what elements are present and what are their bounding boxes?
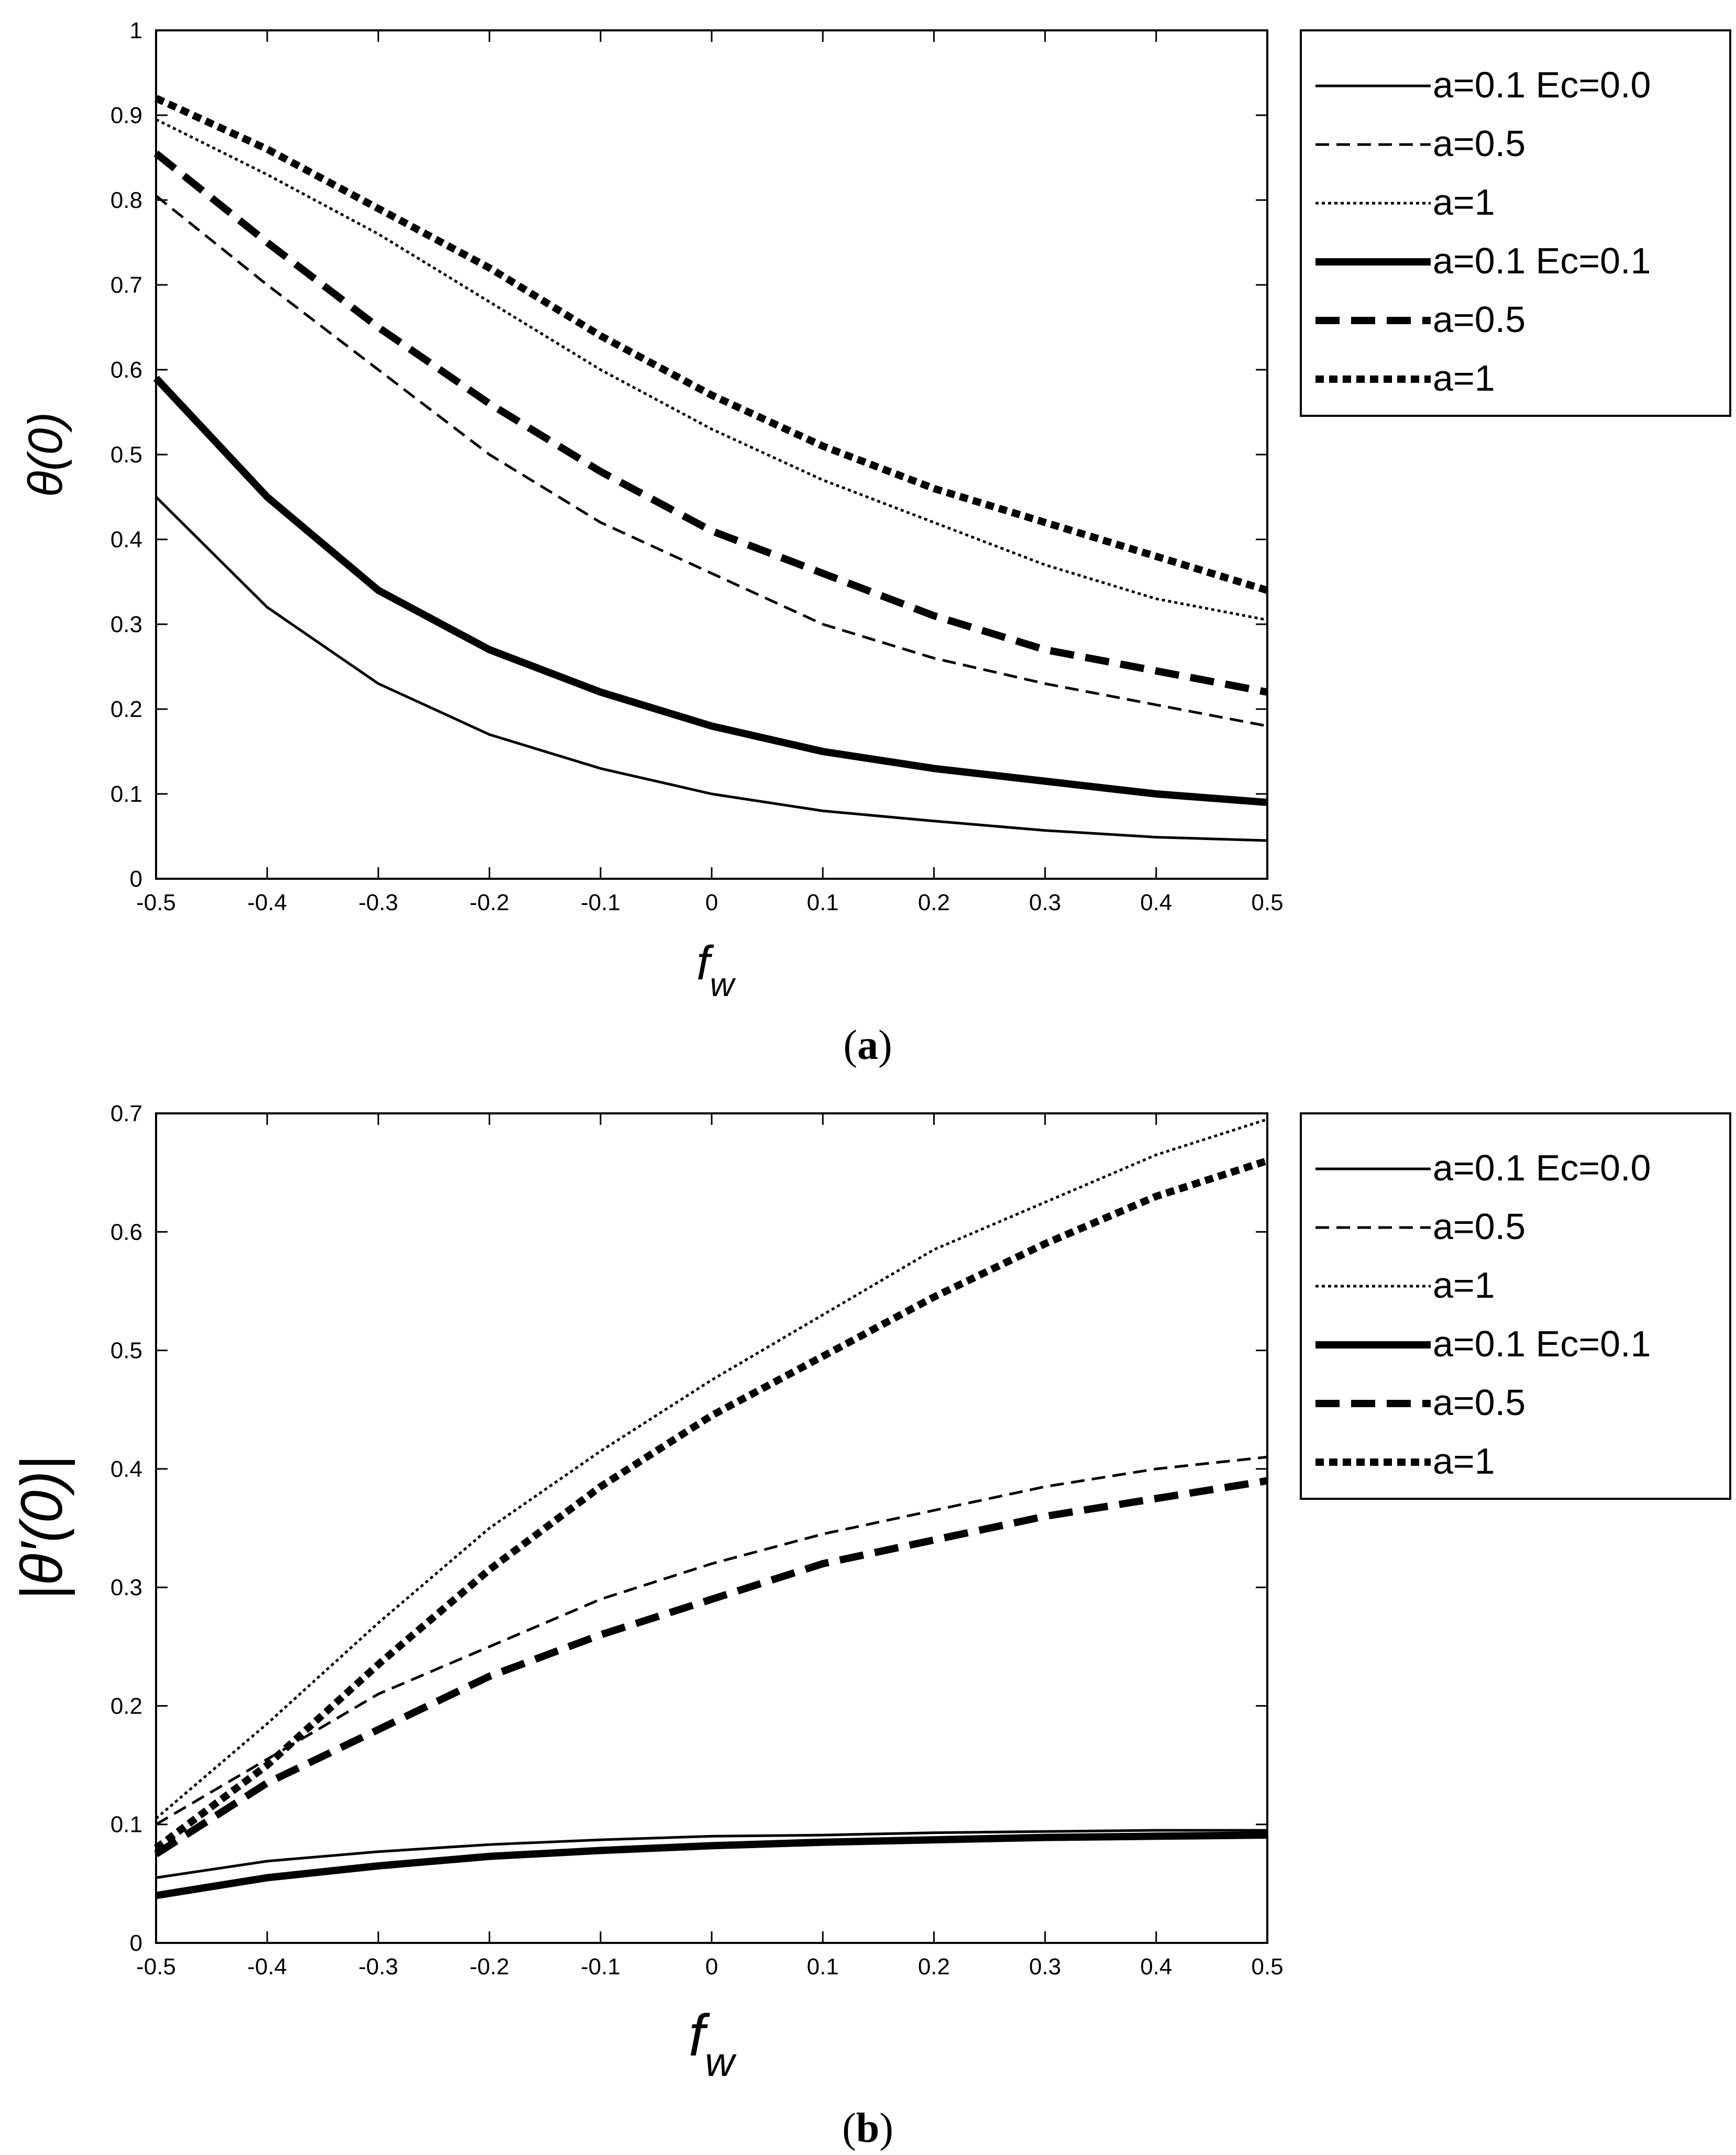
- legend-label: a=0.1 Ec=0.0: [1433, 64, 1651, 105]
- legend-label: a=1: [1433, 1265, 1495, 1306]
- y-axis-label: θ(0): [19, 412, 72, 497]
- legend-item: a=0.1 Ec=0.0: [1315, 64, 1651, 105]
- x-tick-label: -0.1: [581, 1954, 621, 1980]
- legend-item: a=0.1 Ec=0.1: [1315, 1323, 1651, 1364]
- y-tick-label: 0.1: [110, 1812, 142, 1838]
- legend: a=0.1 Ec=0.0 a=0.5 a=1 a=0.1 Ec=0.1 a=0.5 a=1: [1300, 1112, 1731, 1500]
- y-tick-label: 0.2: [110, 697, 142, 722]
- series-line-thin-dotted: [155, 1118, 1268, 1820]
- panel-caption: (b): [842, 2105, 893, 2151]
- legend-item: a=0.5: [1315, 299, 1525, 340]
- x-tick-label: 0.4: [1140, 890, 1172, 915]
- y-axis-label: |θ′(0)|: [9, 1456, 75, 1601]
- series-line-thin-dashed: [155, 194, 1268, 727]
- legend-frame: [1300, 1112, 1731, 1500]
- series-line-thick-dotted: [154, 95, 1269, 594]
- y-tick-label: 0.7: [110, 1101, 142, 1126]
- y-tick-label: 0: [130, 866, 142, 892]
- legend-label: a=1: [1433, 1441, 1495, 1482]
- legend-item: a=0.1 Ec=0.1: [1315, 240, 1651, 281]
- caption-paren-close: ): [878, 1022, 892, 1068]
- y-tick-label: 0.5: [110, 1338, 142, 1364]
- y-tick-label: 0.7: [110, 272, 142, 298]
- legend-label: a=0.5: [1433, 123, 1525, 164]
- legend-label: a=0.5: [1433, 1382, 1525, 1423]
- y-tick-label: 0.3: [110, 612, 142, 637]
- x-tick-label: -0.5: [136, 1954, 176, 1980]
- x-tick-label: 0.5: [1251, 1954, 1283, 1980]
- legend-label: a=1: [1433, 182, 1495, 223]
- legend-item: a=0.5: [1315, 123, 1525, 164]
- series-line-thick-solid: [153, 375, 1268, 806]
- x-tick-label: 0.4: [1140, 1954, 1172, 1980]
- x-tick-label: 0.2: [918, 1954, 950, 1980]
- y-tick-label: 0.6: [110, 1219, 142, 1245]
- x-tick-label: 0.3: [1029, 1954, 1061, 1980]
- y-tick-label: 0: [130, 1930, 142, 1956]
- x-tick-label: 0.5: [1251, 890, 1283, 915]
- legend-item: a=1: [1315, 1441, 1495, 1482]
- x-tick-label: -0.2: [470, 890, 510, 915]
- caption-paren-close: ): [879, 2105, 893, 2151]
- y-tick-label: 0.6: [110, 357, 142, 383]
- legend-item: a=0.5: [1315, 1382, 1525, 1423]
- x-tick-label: -0.4: [247, 890, 287, 915]
- x-tick-label: 0: [705, 890, 718, 915]
- y-tick-label: 0.1: [110, 781, 142, 807]
- legend-label: a=0.5: [1433, 299, 1525, 340]
- x-tick-label: -0.2: [470, 1954, 510, 1980]
- y-tick-label: 0.4: [110, 1456, 142, 1482]
- series-line-thin-dotted: [155, 118, 1268, 622]
- x-tick-label: 0.1: [807, 1954, 839, 1980]
- y-tick-label: 0.4: [110, 527, 142, 552]
- x-tick-label: -0.3: [358, 890, 398, 915]
- legend-item: a=1: [1315, 1265, 1495, 1306]
- legend-item: a=0.5: [1315, 1206, 1525, 1247]
- x-tick-label: -0.4: [247, 1954, 287, 1980]
- series-line-thick-dashed: [154, 1477, 1268, 1858]
- x-axis-label-subscript: w: [705, 2039, 737, 2085]
- y-tick-label: 0.3: [110, 1575, 142, 1600]
- legend: a=0.1 Ec=0.0 a=0.5 a=1 a=0.1 Ec=0.1 a=0.5 a=1: [1300, 29, 1731, 417]
- series-line-thick-dashed: [153, 150, 1268, 696]
- legend-item: a=0.1 Ec=0.0: [1315, 1147, 1651, 1188]
- series-line-thin-solid: [155, 496, 1268, 842]
- panel-caption: (a): [843, 1022, 892, 1068]
- x-tick-label: 0.2: [918, 890, 950, 915]
- x-tick-label: -0.3: [358, 1954, 398, 1980]
- y-tick-label: 0.2: [110, 1693, 142, 1719]
- legend-label: a=1: [1433, 358, 1495, 399]
- series-line-thick-solid: [155, 1831, 1268, 1899]
- caption-letter: a: [857, 1022, 878, 1068]
- x-tick-label: 0: [705, 1954, 718, 1980]
- legend-item: a=1: [1315, 182, 1495, 223]
- chart-panel-a: -0.5 -0.4 -0.3 -0.2 -0.1 0 0.1 0.2 0.3 0.4 0.5 0 0.1…: [19, 18, 1731, 1068]
- legend-label: a=0.1 Ec=0.0: [1433, 1147, 1651, 1188]
- series-line-thick-dotted: [153, 1157, 1269, 1851]
- caption-paren-open: (: [843, 1022, 857, 1068]
- series-line-thin-solid: [156, 1829, 1267, 1879]
- x-tick-label: -0.1: [581, 890, 621, 915]
- chart-panels: -0.5 -0.4 -0.3 -0.2 -0.1 0 0.1 0.2 0.3 0.4 0.5 0 0.1…: [9, 18, 1731, 2151]
- y-tick-label: 0.8: [110, 187, 142, 213]
- legend-label: a=0.1 Ec=0.1: [1433, 240, 1651, 281]
- caption-paren-open: (: [842, 2105, 856, 2151]
- y-tick-label: 0.5: [110, 442, 142, 468]
- x-tick-label: 0.1: [807, 890, 839, 915]
- x-axis-label-subscript: w: [710, 966, 736, 1003]
- legend-frame: [1300, 29, 1731, 417]
- caption-letter: b: [856, 2105, 880, 2151]
- series-line-thin-dashed: [155, 1455, 1268, 1826]
- chart-panel-b: -0.5 -0.4 -0.3 -0.2 -0.1 0 0.1 0.2 0.3 0.4 0.5 0 0.1…: [9, 1101, 1731, 2151]
- legend-label: a=0.1 Ec=0.1: [1433, 1323, 1651, 1364]
- y-tick-label: 1: [130, 18, 142, 43]
- x-tick-label: -0.5: [136, 890, 176, 915]
- y-tick-label: 0.9: [110, 103, 142, 128]
- legend-item: a=1: [1315, 358, 1495, 399]
- legend-label: a=0.5: [1433, 1206, 1525, 1247]
- x-tick-label: 0.3: [1029, 890, 1061, 915]
